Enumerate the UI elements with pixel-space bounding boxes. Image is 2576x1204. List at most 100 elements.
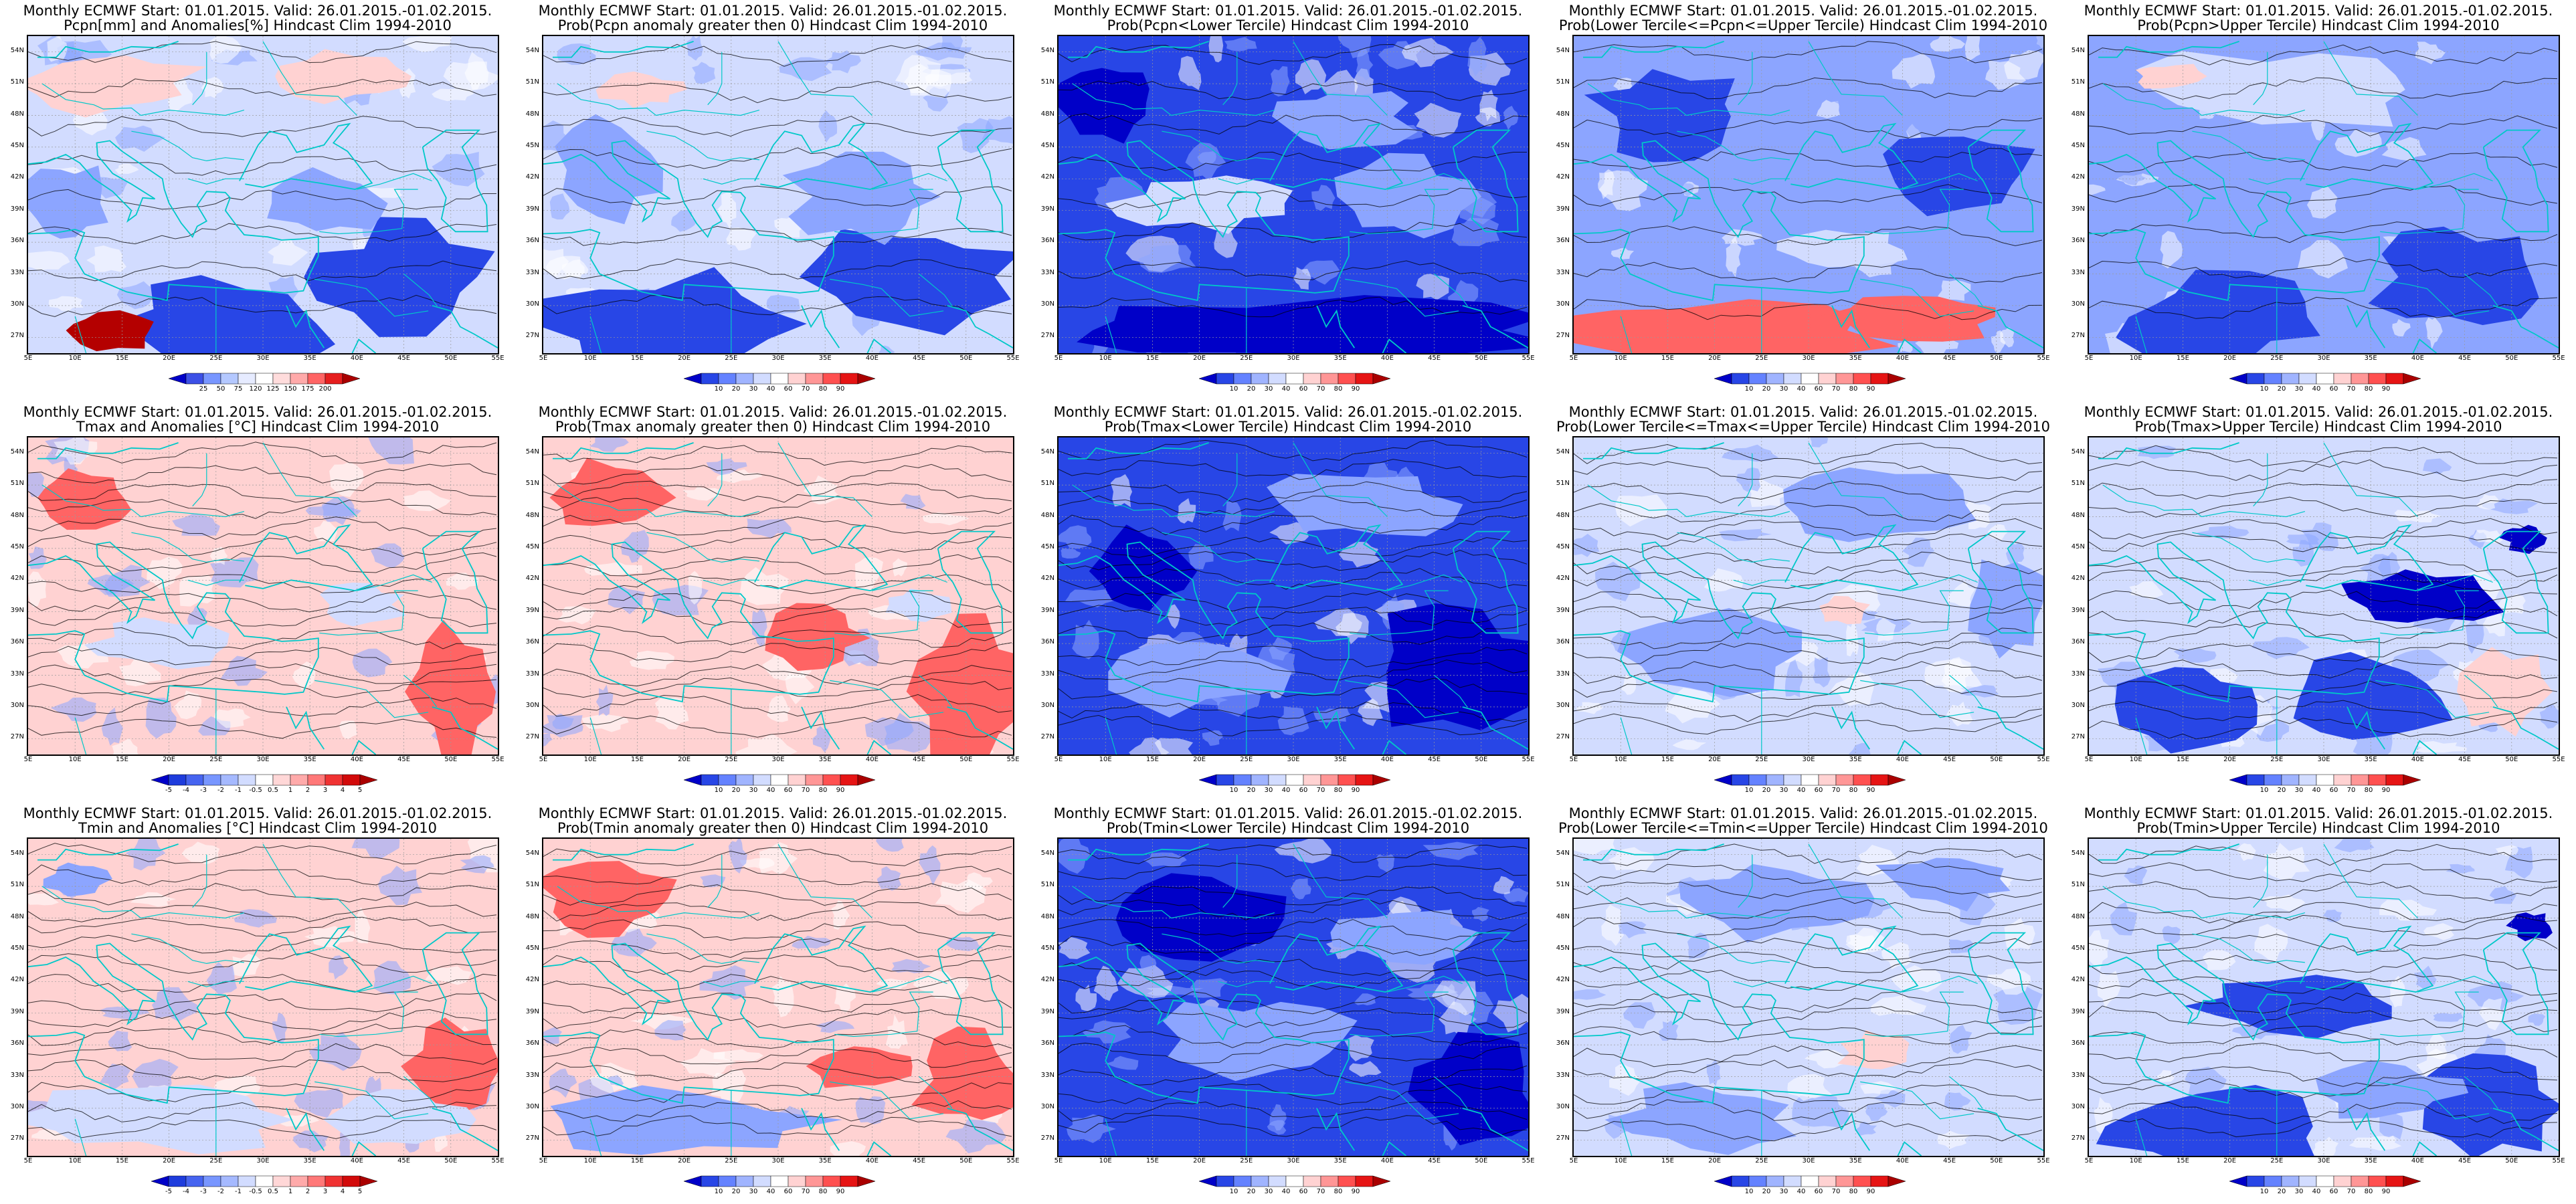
lon-tick-label: 55E xyxy=(1522,756,1535,763)
lat-tick-label: 36N xyxy=(10,1039,24,1047)
country-border xyxy=(2464,1076,2498,1109)
colorbar-segment xyxy=(2403,373,2421,385)
country-border xyxy=(314,278,429,317)
coastline xyxy=(1452,932,1519,1035)
lon-tick-label: 10E xyxy=(1099,756,1112,763)
lon-tick-label: 35E xyxy=(1333,355,1347,362)
field-speckle xyxy=(1672,739,1707,750)
colorbar-label: 40 xyxy=(2312,787,2321,794)
contour-line xyxy=(543,715,1012,738)
country-border xyxy=(646,933,759,965)
colorbar-label: 200 xyxy=(318,385,332,393)
field-speckle xyxy=(232,953,262,977)
contour-line xyxy=(543,1100,1012,1122)
lat-tick-label: 33N xyxy=(10,268,24,276)
field-region xyxy=(1105,175,1293,234)
map-field xyxy=(543,839,1013,1156)
lat-tick-label: 42N xyxy=(10,173,24,181)
country-border xyxy=(2135,717,2148,755)
coastline xyxy=(2492,706,2559,750)
coastline xyxy=(2300,524,2434,592)
country-border xyxy=(2417,574,2493,591)
colorbar-label: 120 xyxy=(249,385,262,393)
field-region xyxy=(405,619,496,755)
lon-tick-label: 45E xyxy=(2458,756,2472,763)
country-border xyxy=(1733,178,1790,185)
lon-tick-label: 15E xyxy=(2176,1157,2189,1165)
contour-line xyxy=(2089,532,2558,553)
contour-line xyxy=(543,883,1012,906)
field-speckle xyxy=(179,575,215,607)
country-border xyxy=(1865,189,1964,235)
field-speckle xyxy=(47,36,68,62)
contour-line xyxy=(2089,589,2558,612)
coastline xyxy=(1977,706,2043,750)
field-speckle xyxy=(549,1068,577,1098)
field-speckle xyxy=(294,1088,343,1118)
lon-tick-label: 55E xyxy=(1006,1157,1020,1165)
lon-tick-label: 55E xyxy=(2037,355,2050,362)
lon-tick-label: 5E xyxy=(1569,1157,1578,1165)
field-speckle xyxy=(584,562,642,576)
colorbar-label: 40 xyxy=(1797,787,1806,794)
forecast-panel: Monthly ECMWF Start: 01.01.2015. Valid: … xyxy=(1030,0,1546,401)
panel-title-line1: Monthly ECMWF Start: 01.01.2015. Valid: … xyxy=(1568,805,2038,821)
field-speckle xyxy=(1810,437,1829,447)
colorbar-label: 10 xyxy=(714,1188,723,1195)
contour-line xyxy=(2089,296,2558,319)
lon-tick-label: 5E xyxy=(23,355,33,362)
colorbar-segment xyxy=(1853,774,1871,786)
country-border xyxy=(319,189,418,235)
lat-tick-label: 39N xyxy=(2071,606,2085,614)
lon-tick-label: 50E xyxy=(959,1157,973,1165)
lat-tick-label: 54N xyxy=(2071,849,2085,857)
field-speckle xyxy=(1722,229,1763,246)
colorbar-segment xyxy=(1748,774,1767,786)
colorbar-segment xyxy=(1355,774,1374,786)
field-speckle xyxy=(2539,704,2559,729)
contour-line xyxy=(543,846,1012,866)
field-region xyxy=(550,1085,842,1155)
field-speckle xyxy=(1946,701,1973,726)
lon-tick-label: 30E xyxy=(771,756,785,763)
field-speckle xyxy=(1208,36,1224,63)
colorbar-segment xyxy=(2298,774,2317,786)
contour-line xyxy=(543,642,1012,665)
contour-line xyxy=(28,591,497,613)
colorbar-segment xyxy=(2403,1175,2421,1187)
field-speckle xyxy=(2359,554,2391,584)
contour-line xyxy=(28,843,497,865)
country-border xyxy=(646,532,759,563)
coastline xyxy=(1574,541,1865,703)
contour-line xyxy=(28,677,497,698)
lon-tick-label: 15E xyxy=(630,756,644,763)
field-speckle xyxy=(759,841,798,875)
contour-line xyxy=(2089,607,2558,629)
lon-tick-label: 35E xyxy=(2364,1157,2377,1165)
lat-tick-label: 27N xyxy=(1556,1134,1570,1142)
colorbar-segment xyxy=(1731,1175,1750,1187)
lat-tick-label: 39N xyxy=(1556,1007,1570,1015)
contour-line xyxy=(1059,439,1528,462)
lat-tick-label: 48N xyxy=(525,511,539,519)
country-border xyxy=(2417,173,2493,190)
country-border xyxy=(2323,843,2418,918)
colorbar xyxy=(151,774,378,786)
lon-tick-label: 10E xyxy=(68,1157,82,1165)
field-speckle xyxy=(220,656,268,686)
colorbar xyxy=(1198,1175,1391,1187)
lat-tick-label: 39N xyxy=(10,205,24,213)
field-speckle xyxy=(2334,129,2382,157)
lat-tick-label: 39N xyxy=(525,205,539,213)
colorbar-label: 20 xyxy=(2277,385,2286,393)
field-speckle xyxy=(1846,927,1885,954)
lon-tick-label: 45E xyxy=(397,1157,411,1165)
lon-tick-label: 50E xyxy=(444,1157,458,1165)
country-border xyxy=(589,316,602,353)
colorbar-segment xyxy=(1801,1175,1819,1187)
field-region xyxy=(2368,226,2539,325)
colorbar-label: 90 xyxy=(2381,787,2391,794)
colorbar-segment xyxy=(255,373,274,385)
lat-tick-label: 36N xyxy=(525,1039,539,1047)
colorbar-segment xyxy=(1251,774,1269,786)
